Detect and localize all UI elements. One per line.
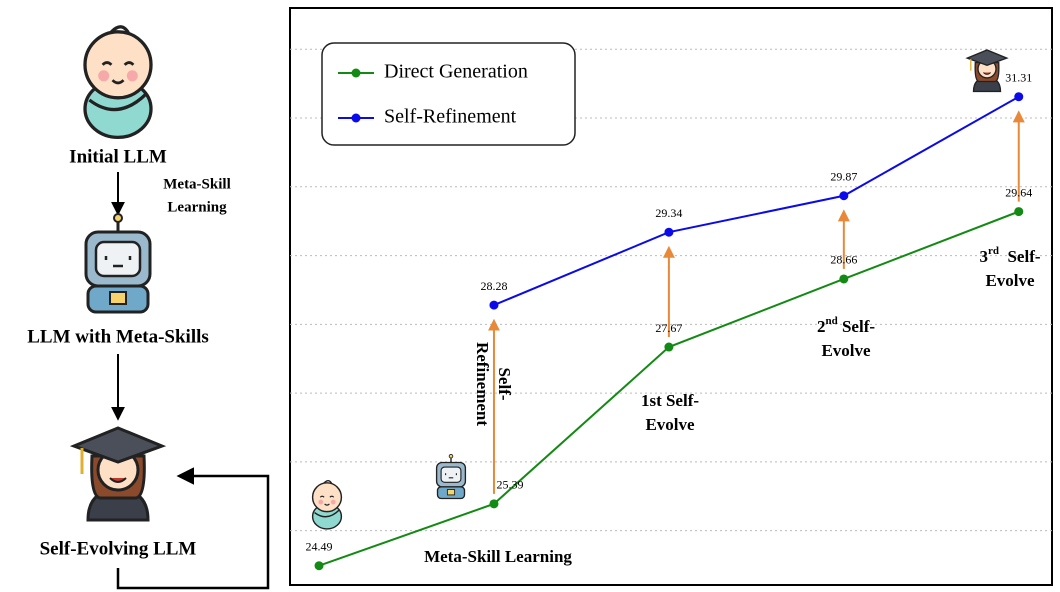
legend-box — [321, 42, 576, 146]
icon-part — [983, 72, 991, 75]
icon-part — [330, 499, 336, 505]
stage-label: LLM with Meta-Skills — [27, 326, 209, 347]
icon-part — [318, 499, 324, 505]
icon-part — [126, 70, 138, 82]
value-label: 24.49 — [306, 539, 333, 553]
annotation-text: Evolve — [985, 271, 1035, 290]
graduate-icon — [965, 49, 1009, 93]
legend-marker — [351, 113, 361, 123]
stage-label: Initial LLM — [69, 146, 167, 167]
icon-part — [110, 25, 131, 35]
icon-part — [104, 256, 132, 268]
annotation-part: Self- — [495, 367, 514, 400]
legend-marker — [351, 68, 361, 78]
annotation-part: Self- — [999, 247, 1041, 266]
annotation-part: rd — [988, 245, 999, 257]
icon-part — [94, 240, 142, 278]
annotation-part: Evolve — [985, 271, 1035, 290]
point — [314, 561, 324, 571]
series-line — [493, 95, 1020, 307]
value-label: 29.87 — [830, 169, 857, 183]
icon-part — [83, 30, 153, 100]
icon-part — [113, 213, 123, 223]
annotation-part: Evolve — [645, 415, 695, 434]
robot-icon — [435, 453, 467, 500]
annotation: 2nd Self- Evolve — [817, 315, 875, 360]
annotation-text: 3rd Self- — [979, 245, 1040, 266]
annotation-part: nd — [825, 315, 837, 327]
icon-part — [101, 61, 135, 85]
point — [1014, 92, 1024, 102]
icon-part — [323, 479, 333, 485]
annotation-text: 1st Self- — [641, 391, 699, 410]
icon-part — [319, 495, 335, 506]
graduate-icon — [69, 426, 167, 522]
icon-part — [311, 482, 343, 513]
value-label: 29.64 — [1005, 185, 1032, 199]
point — [489, 300, 499, 310]
annotation-part: 1st Self- — [641, 391, 699, 410]
value-label: 29.34 — [655, 206, 682, 220]
icon-part — [109, 477, 127, 483]
point — [839, 191, 849, 201]
annotation-text: Refinement — [473, 342, 492, 426]
annotation: 1st Self- Evolve — [641, 391, 699, 434]
value-label: 25.39 — [496, 478, 523, 492]
value-label: 28.28 — [480, 279, 507, 293]
edge-label: Learning — [167, 199, 227, 215]
plot: 24.49 25.39 27.67 28.66 29.64 28.28 29.34 29.87… — [290, 42, 1052, 571]
point — [664, 342, 674, 352]
icon-part — [445, 473, 457, 479]
baby-icon — [83, 25, 153, 140]
annotation: Meta-Skill Learning — [424, 547, 572, 566]
annotation-text: 2nd Self- — [817, 315, 875, 336]
annotation-part: 3 — [979, 247, 988, 266]
annotation-text: Evolve — [645, 415, 695, 434]
icon-part — [109, 291, 127, 305]
annotation-part: Self- — [838, 317, 876, 336]
icon-part — [88, 92, 148, 112]
icon-part — [69, 426, 167, 464]
annotation-part: Meta-Skill Learning — [424, 547, 572, 566]
annotation-part: Evolve — [821, 341, 871, 360]
legend-label: Self-Refinement — [384, 106, 517, 128]
point — [1014, 207, 1024, 217]
annotation-text: Evolve — [821, 341, 871, 360]
icon-part — [446, 489, 456, 496]
icon-part — [965, 49, 1009, 67]
robot-icon — [84, 213, 152, 314]
icon-part — [314, 509, 340, 518]
icon-part — [440, 466, 462, 483]
legend: Direct Generation Self-Refinement — [321, 42, 576, 146]
point — [489, 499, 499, 509]
stage-label: Self-Evolving LLM — [40, 538, 197, 559]
annotation-text: Self- — [495, 367, 514, 400]
legend-label: Direct Generation — [384, 61, 528, 83]
annotation-part: 2 — [817, 317, 826, 336]
point — [839, 274, 849, 284]
value-label: 28.66 — [830, 253, 857, 267]
plot-frame — [289, 7, 1053, 586]
pipeline-diagram: Initial LLM Meta-Skill Learning LLM with… — [27, 146, 270, 590]
icon-part — [98, 70, 110, 82]
value-label: 31.31 — [1005, 70, 1032, 84]
point — [664, 227, 674, 237]
annotation: 3rd Self- Evolve — [979, 245, 1040, 290]
annotation-text: Meta-Skill Learning — [424, 547, 572, 566]
loop-arrow — [116, 467, 270, 590]
edge-label: Meta-Skill — [163, 176, 231, 192]
annotation: Self-Refinement — [473, 342, 514, 426]
baby-icon — [311, 479, 343, 530]
icon-part — [448, 453, 454, 459]
annotation-part: Refinement — [473, 342, 492, 426]
value-label: 27.67 — [655, 321, 682, 335]
